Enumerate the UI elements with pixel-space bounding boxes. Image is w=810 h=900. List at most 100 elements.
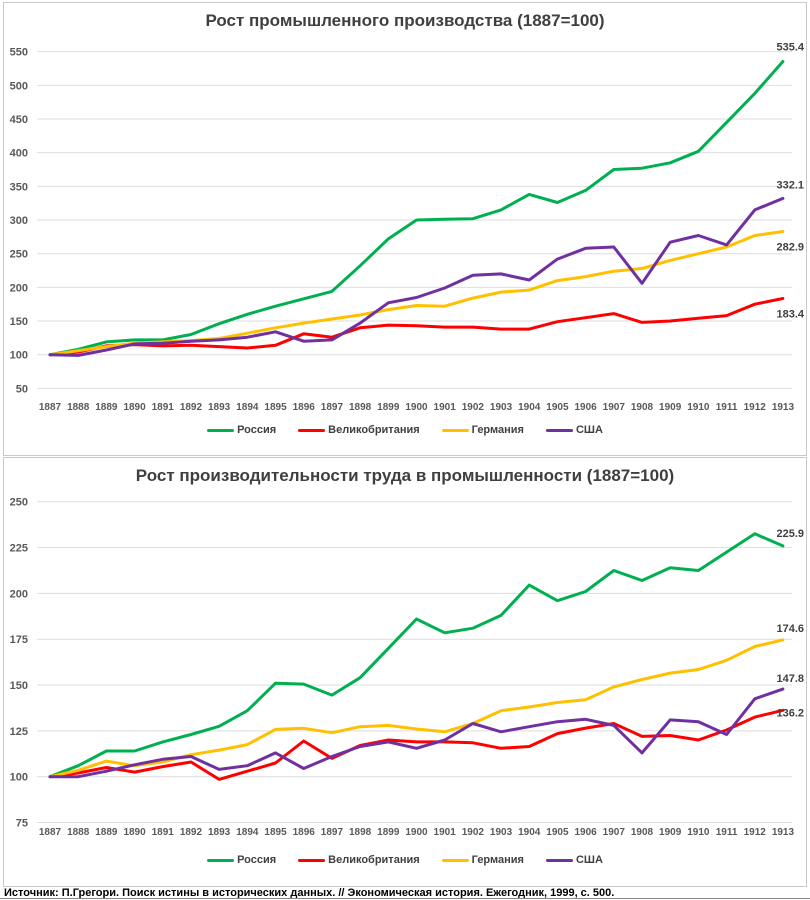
x-axis-tick-label: 1900 [405,827,428,838]
x-axis-tick-label: 1899 [377,827,400,838]
series-end-value-uk: 136.2 [776,707,804,719]
chart-title: Рост промышленного производства (1887=10… [205,11,605,30]
y-axis-tick-label: 550 [10,47,28,59]
x-axis-tick-label: 1889 [95,827,118,838]
x-axis-tick-label: 1907 [603,827,626,838]
x-axis-tick-label: 1901 [434,827,457,838]
legend: Россия Великобритания Германия США [4,424,806,436]
x-axis-tick-label: 1887 [39,827,62,838]
legend-label: Великобритания [328,854,420,866]
series-end-value-germany: 174.6 [776,623,804,635]
x-axis-tick-label: 1910 [687,402,710,413]
x-axis-tick-label: 1899 [377,402,400,413]
legend-item-usa: США [545,424,603,436]
x-axis-tick-label: 1887 [39,402,62,413]
y-axis-tick-label: 350 [10,181,28,193]
legend-label: Россия [237,424,277,436]
legend-item-uk: Великобритания [298,424,420,436]
legend-item-germany: Германия [441,854,524,866]
x-axis-tick-label: 1902 [462,402,485,413]
industrial-production-chart: Рост промышленного производства (1887=10… [3,2,807,456]
legend-label: Россия [237,854,277,866]
x-axis-tick-label: 1892 [180,827,203,838]
legend-label: Великобритания [328,424,420,436]
y-axis-tick-label: 250 [10,497,28,509]
x-axis-tick-label: 1889 [95,402,118,413]
x-axis-tick-label: 1912 [744,402,767,413]
y-axis-tick-label: 200 [10,282,28,294]
x-axis-tick-label: 1894 [236,827,259,838]
series-line-usa [48,687,785,779]
x-axis-tick-label: 1904 [518,402,541,413]
legend-swatch-uk [298,428,326,432]
y-axis-tick-label: 125 [10,726,28,738]
x-axis-tick-label: 1909 [659,827,682,838]
x-axis-tick-label: 1902 [462,827,485,838]
series-end-value-russia: 535.4 [776,42,804,54]
y-axis-tick-label: 150 [10,680,28,692]
y-axis-tick-label: 100 [10,350,28,362]
x-axis-tick-label: 1906 [574,402,597,413]
x-axis-tick-label: 1911 [716,402,738,413]
x-axis-tick-label: 1907 [603,402,626,413]
y-axis-tick-label: 400 [10,148,28,160]
x-axis-tick-label: 1913 [772,827,795,838]
legend-swatch-usa [545,858,573,862]
legend-item-russia: Россия [207,854,276,866]
series-line-uk [48,708,785,781]
series-line-russia [48,532,785,779]
x-axis-tick-label: 1913 [772,402,795,413]
x-axis-tick-label: 1901 [434,402,457,413]
chart-title: Рост производительности труда в промышле… [135,466,675,485]
series-line-germany [48,638,785,779]
legend-swatch-germany [441,858,469,862]
x-axis-tick-label: 1898 [349,827,372,838]
legend-label: США [575,854,603,866]
y-axis-tick-label: 500 [10,80,28,92]
labor-productivity-plot: 75 100 125 150 175 200 225 250 1887 1888 1889 1890 1… [10,497,804,838]
x-axis-tick-label: 1893 [208,827,231,838]
x-axis-tick-label: 1911 [716,827,738,838]
x-axis-tick-label: 1892 [180,402,203,413]
legend-label: Германия [471,854,524,866]
legend-swatch-uk [298,858,326,862]
y-axis-tick-label: 100 [10,772,28,784]
y-axis-tick-label: 225 [10,543,28,555]
x-axis-tick-label: 1888 [67,402,90,413]
x-axis-tick-label: 1896 [293,827,316,838]
series-end-value-usa: 332.1 [776,179,804,191]
legend-label: Германия [471,424,524,436]
x-axis-tick-label: 1898 [349,402,372,413]
y-axis-tick-label: 250 [10,249,28,261]
legend-item-usa: США [545,854,603,866]
legend-swatch-russia [207,858,235,862]
legend-label: США [575,424,603,436]
x-axis-tick-label: 1906 [574,827,597,838]
series-line-uk [48,297,785,357]
legend-item-russia: Россия [207,424,276,436]
y-axis-tick-label: 200 [10,588,28,600]
series-end-value-uk: 183.4 [776,309,804,321]
x-axis-tick-label: 1909 [659,402,682,413]
y-axis-tick-label: 450 [10,114,28,126]
x-axis-tick-label: 1905 [546,402,569,413]
series-line-germany [48,230,785,357]
x-axis-tick-label: 1891 [152,402,175,413]
x-axis-tick-label: 1910 [687,827,710,838]
x-axis-tick-label: 1893 [208,402,231,413]
legend: Россия Великобритания Германия США [4,854,806,866]
industrial-production-plot: 50 100 150 200 250 300 350 400 450 500 550 1887 1888… [10,42,805,413]
y-axis-tick-label: 75 [16,818,28,830]
x-axis-tick-label: 1896 [293,402,316,413]
x-axis-tick-label: 1903 [490,827,513,838]
x-axis-tick-label: 1894 [236,402,259,413]
series-line-russia [48,60,785,357]
legend-swatch-germany [441,428,469,432]
y-axis-tick-label: 175 [10,634,28,646]
x-axis-tick-label: 1895 [264,402,287,413]
x-axis-tick-label: 1900 [405,402,428,413]
x-axis-tick-label: 1897 [321,827,344,838]
legend-swatch-usa [545,428,573,432]
x-axis-tick-label: 1908 [631,402,654,413]
x-axis-tick-label: 1897 [321,402,344,413]
